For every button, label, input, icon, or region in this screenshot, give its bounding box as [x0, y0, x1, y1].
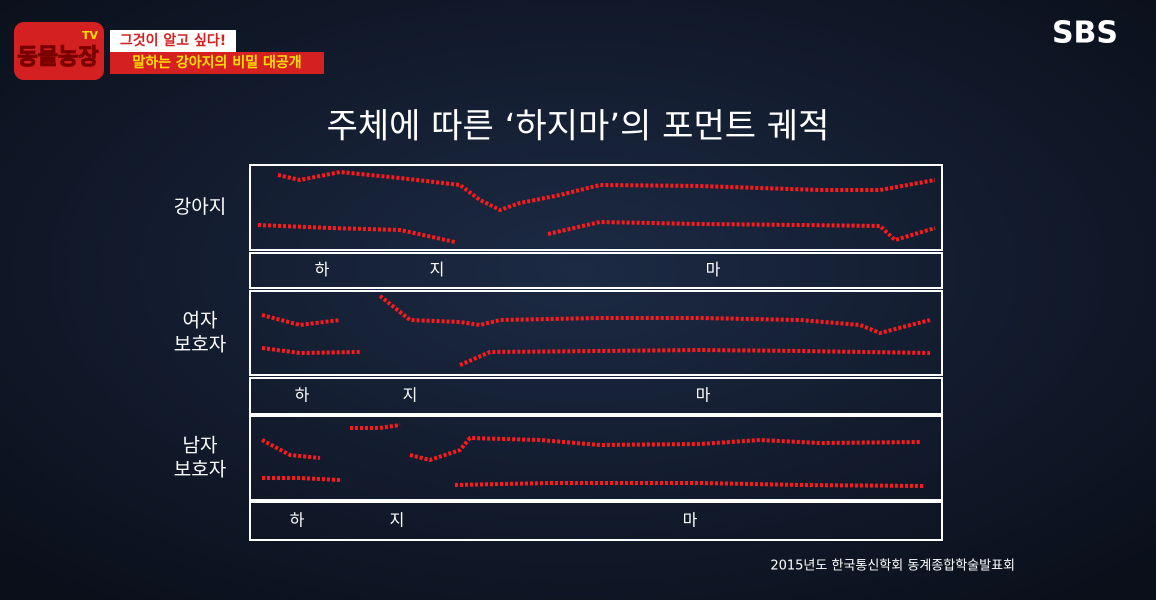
contour	[409, 436, 921, 462]
syllable: 지	[430, 260, 445, 279]
syllable: 마	[683, 511, 698, 530]
contour	[261, 346, 361, 355]
panel-label: 남자	[183, 435, 218, 457]
contour	[459, 348, 931, 367]
contour	[257, 223, 456, 244]
contour	[262, 476, 341, 482]
syllable: 하	[290, 511, 305, 530]
panel-label: 보호자	[174, 334, 226, 356]
contour-box	[249, 290, 943, 376]
broadcaster: SBS	[1052, 16, 1118, 51]
syllable: 지	[403, 386, 418, 405]
title: 주체에 따른 ‘하지마’의 포먼트 궤적	[327, 107, 830, 147]
syllable-box	[249, 377, 943, 415]
contour	[350, 423, 401, 430]
caption-box	[110, 30, 236, 52]
panel-label: 강아지	[174, 196, 226, 218]
panel-label: 보호자	[174, 459, 226, 481]
contour-box	[249, 415, 943, 501]
syllable: 하	[295, 386, 310, 405]
caption-box	[110, 52, 324, 74]
syllable-box	[249, 501, 943, 541]
contour	[277, 170, 936, 212]
syllable: 마	[706, 260, 721, 279]
caption: 말하는 강아지의 비밀 대공개	[132, 54, 301, 71]
syllable-box	[249, 252, 943, 289]
contour	[378, 294, 931, 335]
caption: 그것이 알고 싶다!	[120, 32, 226, 49]
contour	[261, 313, 341, 327]
syllable: 지	[390, 511, 405, 530]
logo-badge: TV	[82, 29, 99, 42]
logo-title: 동물농장	[18, 45, 99, 70]
contours	[257, 170, 936, 488]
syllable: 하	[315, 260, 330, 279]
panel-label: 여자	[183, 310, 218, 332]
source: 2015년도 한국통신학회 동계종합학술발표회	[770, 559, 1015, 574]
contour	[261, 438, 321, 460]
logo-bg	[14, 22, 104, 80]
contour	[454, 481, 926, 488]
syllable: 마	[696, 386, 711, 405]
contour-box	[249, 164, 943, 251]
